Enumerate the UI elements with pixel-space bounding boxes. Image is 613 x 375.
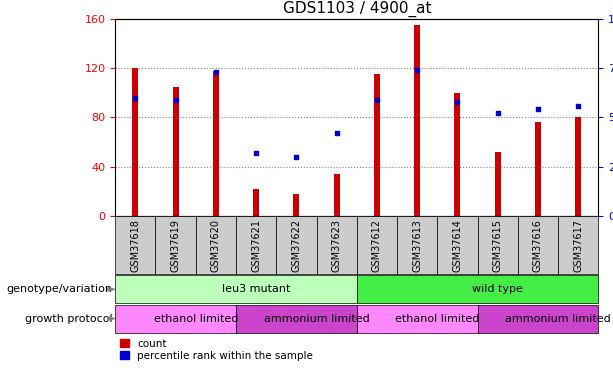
Bar (173, 87, 178, 216)
Text: ammonium limited: ammonium limited (505, 314, 611, 324)
Text: wild type: wild type (472, 284, 523, 294)
Bar (357, 304, 478, 333)
Bar (374, 74, 380, 216)
Bar (316, 216, 357, 274)
Legend: count, percentile rank within the sample: count, percentile rank within the sample (120, 339, 313, 361)
Bar (437, 216, 478, 274)
Bar (495, 152, 501, 216)
Bar (115, 275, 357, 303)
Text: GSM37619: GSM37619 (170, 219, 181, 272)
Point (131, 94, 140, 100)
Bar (478, 216, 518, 274)
Bar (518, 216, 558, 274)
Bar (397, 216, 437, 274)
Text: GSM37621: GSM37621 (251, 219, 261, 272)
Bar (115, 304, 236, 333)
Text: GSM37623: GSM37623 (332, 219, 341, 272)
Point (372, 97, 382, 103)
Text: GSM37613: GSM37613 (412, 219, 422, 272)
Point (493, 110, 503, 116)
Text: genotype/variation: genotype/variation (6, 284, 112, 294)
Text: GSM37617: GSM37617 (573, 219, 583, 272)
Bar (213, 70, 219, 216)
Point (211, 69, 221, 75)
Bar (115, 216, 156, 274)
Text: GSM37616: GSM37616 (533, 219, 543, 272)
Bar (357, 275, 598, 303)
Point (573, 102, 583, 108)
Point (170, 97, 181, 103)
Bar (478, 304, 598, 333)
Text: ethanol limited: ethanol limited (154, 314, 238, 324)
Text: GSM37618: GSM37618 (131, 219, 140, 272)
Text: GSM37612: GSM37612 (372, 219, 382, 272)
Text: GSM37614: GSM37614 (452, 219, 462, 272)
Bar (236, 216, 276, 274)
Bar (156, 216, 196, 274)
Text: growth protocol: growth protocol (25, 314, 112, 324)
Text: GSM37622: GSM37622 (291, 219, 302, 272)
Bar (132, 68, 139, 216)
Bar (357, 216, 397, 274)
Bar (276, 216, 316, 274)
Point (332, 130, 341, 136)
Text: ammonium limited: ammonium limited (264, 314, 370, 324)
Bar (575, 117, 581, 216)
Point (292, 154, 302, 160)
Point (533, 106, 543, 112)
Point (251, 150, 261, 156)
Bar (454, 93, 460, 216)
Bar (236, 304, 357, 333)
Bar (414, 25, 420, 216)
Bar (196, 216, 236, 274)
Title: GDS1103 / 4900_at: GDS1103 / 4900_at (283, 1, 431, 17)
Bar (535, 122, 541, 216)
Point (452, 99, 462, 105)
Bar (558, 216, 598, 274)
Text: GSM37620: GSM37620 (211, 219, 221, 272)
Bar (294, 194, 299, 216)
Text: leu3 mutant: leu3 mutant (222, 284, 291, 294)
Point (412, 67, 422, 73)
Bar (333, 174, 340, 216)
Text: GSM37615: GSM37615 (493, 219, 503, 272)
Bar (253, 189, 259, 216)
Text: ethanol limited: ethanol limited (395, 314, 479, 324)
